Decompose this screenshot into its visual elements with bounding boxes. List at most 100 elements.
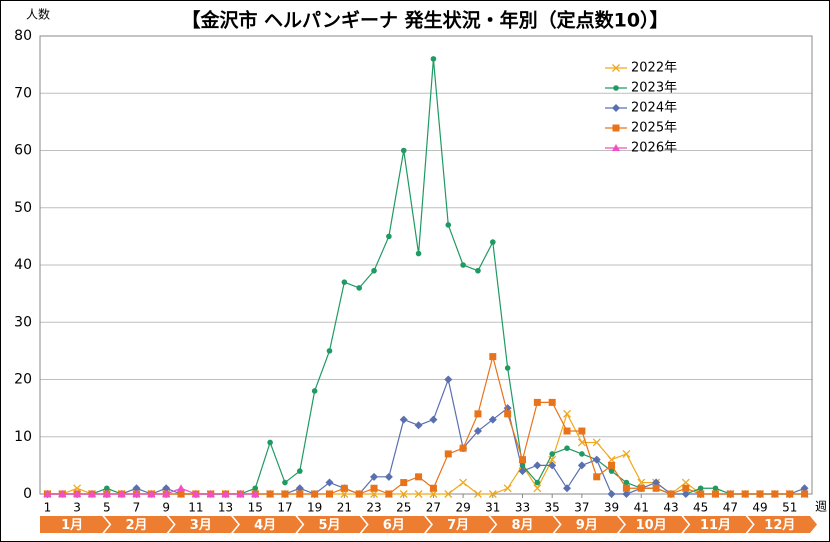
marker bbox=[533, 398, 541, 406]
x-tick-label: 31 bbox=[485, 501, 500, 515]
marker bbox=[267, 439, 273, 446]
marker bbox=[697, 490, 705, 498]
month-label: 11月 bbox=[700, 518, 731, 533]
x-tick-label: 19 bbox=[307, 501, 322, 515]
month-arrow bbox=[619, 516, 689, 533]
marker bbox=[578, 427, 586, 435]
marker bbox=[622, 490, 631, 498]
marker bbox=[296, 490, 304, 498]
x-tick-label: 25 bbox=[396, 501, 411, 515]
marker bbox=[697, 485, 704, 492]
marker bbox=[282, 479, 288, 486]
marker bbox=[593, 473, 601, 481]
x-tick-label: 51 bbox=[782, 501, 797, 515]
y-tick-label: 20 bbox=[14, 372, 32, 388]
marker bbox=[473, 427, 482, 436]
marker bbox=[444, 490, 453, 498]
marker bbox=[444, 375, 453, 384]
marker bbox=[519, 456, 526, 464]
marker bbox=[564, 445, 570, 452]
marker bbox=[612, 124, 620, 132]
marker bbox=[132, 490, 141, 497]
marker bbox=[266, 490, 274, 498]
marker bbox=[429, 415, 438, 424]
marker bbox=[415, 250, 422, 257]
marker bbox=[613, 85, 619, 91]
marker bbox=[622, 449, 631, 458]
y-tick-label: 10 bbox=[14, 429, 32, 445]
marker bbox=[488, 415, 497, 424]
marker bbox=[399, 415, 408, 424]
marker bbox=[460, 262, 466, 268]
marker bbox=[386, 233, 392, 240]
marker bbox=[281, 490, 289, 498]
month-label: 4月 bbox=[254, 518, 276, 533]
marker bbox=[608, 468, 615, 474]
marker bbox=[592, 455, 601, 464]
marker bbox=[608, 461, 616, 469]
x-tick-label: 5 bbox=[103, 501, 111, 515]
marker bbox=[162, 490, 171, 497]
marker bbox=[370, 472, 379, 481]
x-tick-label: 45 bbox=[693, 501, 708, 515]
x-tick-label: 37 bbox=[574, 501, 589, 515]
marker bbox=[489, 353, 497, 361]
marker bbox=[43, 490, 52, 497]
month-label: 2月 bbox=[125, 518, 147, 533]
series-line bbox=[47, 354, 805, 495]
y-axis-label: 人数 bbox=[26, 7, 50, 22]
marker bbox=[612, 104, 620, 112]
marker bbox=[459, 478, 468, 487]
marker bbox=[623, 479, 630, 486]
legend-label: 2023年 bbox=[631, 81, 677, 96]
marker bbox=[251, 490, 260, 497]
marker bbox=[741, 490, 749, 498]
x-tick-label: 7 bbox=[133, 501, 141, 515]
marker bbox=[132, 484, 141, 493]
marker bbox=[533, 461, 542, 470]
marker bbox=[652, 478, 661, 487]
marker bbox=[326, 490, 333, 498]
marker bbox=[474, 410, 482, 418]
chart-title: 【金沢市 ヘルパンギーナ 発生状況・年別（定点数10）】 bbox=[181, 9, 668, 32]
y-tick-label: 50 bbox=[14, 200, 32, 216]
marker bbox=[444, 450, 452, 458]
month-label: 8月 bbox=[511, 518, 533, 533]
marker bbox=[236, 490, 245, 497]
x-tick-label: 35 bbox=[545, 501, 560, 515]
marker bbox=[414, 490, 423, 498]
y-tick-label: 0 bbox=[23, 486, 32, 502]
month-arrow bbox=[361, 516, 431, 533]
marker bbox=[341, 279, 348, 285]
marker bbox=[371, 267, 377, 274]
marker bbox=[563, 484, 572, 493]
marker bbox=[311, 388, 318, 394]
marker bbox=[786, 490, 794, 498]
month-label: 6月 bbox=[383, 518, 405, 533]
marker bbox=[295, 484, 304, 493]
marker bbox=[177, 490, 185, 498]
y-tick-label: 60 bbox=[14, 143, 32, 159]
x-tick-label: 49 bbox=[752, 501, 767, 515]
marker bbox=[533, 484, 542, 493]
x-tick-label: 39 bbox=[604, 501, 619, 515]
marker bbox=[652, 484, 660, 492]
marker bbox=[607, 490, 616, 498]
month-label: 12月 bbox=[764, 518, 795, 533]
marker bbox=[801, 490, 809, 498]
legend-label: 2022年 bbox=[631, 61, 677, 76]
x-tick-label: 41 bbox=[634, 501, 649, 515]
marker bbox=[612, 144, 620, 151]
month-arrow bbox=[426, 516, 496, 533]
marker bbox=[415, 473, 423, 481]
x-tick-label: 17 bbox=[277, 501, 292, 515]
marker bbox=[73, 490, 82, 497]
month-arrow bbox=[233, 516, 303, 533]
month-label: 1月 bbox=[61, 518, 83, 533]
month-arrow bbox=[683, 516, 753, 533]
marker bbox=[370, 484, 378, 492]
marker bbox=[297, 468, 303, 474]
marker bbox=[399, 490, 408, 498]
